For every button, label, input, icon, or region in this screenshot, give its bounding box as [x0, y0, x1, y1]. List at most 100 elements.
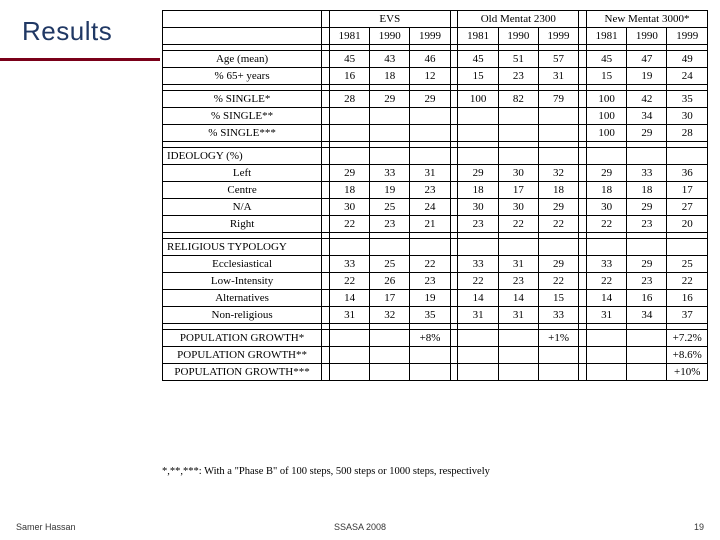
cell: 23 [410, 182, 450, 199]
row-label: Centre [163, 182, 322, 199]
cell: 35 [410, 307, 450, 324]
cell: 29 [586, 165, 626, 182]
gap [450, 216, 458, 233]
cell: 15 [458, 68, 498, 85]
cell [370, 330, 410, 347]
cell: 18 [458, 182, 498, 199]
table-row: N/A302524303029302927 [163, 199, 708, 216]
table-row: Non-religious313235313133313437 [163, 307, 708, 324]
table-row: % SINGLE**1003430 [163, 108, 708, 125]
gap [579, 330, 587, 347]
year-gap [579, 28, 587, 45]
cell: 29 [627, 199, 667, 216]
cell [538, 125, 578, 142]
cell: 49 [667, 51, 708, 68]
year-2-0: 1981 [586, 28, 626, 45]
gap [450, 364, 458, 381]
header-gap [322, 11, 330, 28]
gap [322, 182, 330, 199]
gap [322, 330, 330, 347]
gap [322, 307, 330, 324]
cell [498, 330, 538, 347]
cell: 16 [667, 290, 708, 307]
cell [538, 108, 578, 125]
cell: 15 [538, 290, 578, 307]
cell [498, 108, 538, 125]
cell: 19 [370, 182, 410, 199]
cell [329, 125, 369, 142]
header-years: 198119901999198119901999198119901999 [163, 28, 708, 45]
cell: 29 [458, 165, 498, 182]
blank [498, 239, 538, 256]
year-2-1: 1990 [627, 28, 667, 45]
table-row: % SINGLE***1002928 [163, 125, 708, 142]
cell: 31 [498, 307, 538, 324]
cell: 22 [329, 216, 369, 233]
cell: 30 [329, 199, 369, 216]
cell: 29 [410, 91, 450, 108]
table-body: EVSOld Mentat 2300New Mentat 3000*198119… [163, 11, 708, 381]
row-label: Alternatives [163, 290, 322, 307]
cell: 19 [410, 290, 450, 307]
cell: 36 [667, 165, 708, 182]
cell: 30 [667, 108, 708, 125]
blank [538, 239, 578, 256]
gap [322, 108, 330, 125]
cell: 33 [458, 256, 498, 273]
cell: 14 [586, 290, 626, 307]
gap [579, 273, 587, 290]
cell: 18 [627, 182, 667, 199]
cell: 22 [586, 216, 626, 233]
cell [410, 347, 450, 364]
row-label: % 65+ years [163, 68, 322, 85]
cell: 30 [498, 165, 538, 182]
cell: 82 [498, 91, 538, 108]
gap [579, 148, 587, 165]
cell: 29 [538, 199, 578, 216]
cell: 25 [370, 199, 410, 216]
gap [322, 165, 330, 182]
header-blank [163, 28, 322, 45]
cell: 18 [586, 182, 626, 199]
cell: 22 [538, 273, 578, 290]
cell: 22 [538, 216, 578, 233]
table-row: POPULATION GROWTH*+8%+1%+7.2% [163, 330, 708, 347]
row-label: % SINGLE* [163, 91, 322, 108]
year-0-0: 1981 [329, 28, 369, 45]
cell: 23 [458, 216, 498, 233]
gap [450, 91, 458, 108]
group-1: Old Mentat 2300 [458, 11, 579, 28]
title-underline [0, 58, 160, 61]
cell: 34 [627, 108, 667, 125]
gap [322, 216, 330, 233]
gap [579, 91, 587, 108]
cell: 100 [586, 125, 626, 142]
cell [370, 125, 410, 142]
gap [322, 290, 330, 307]
cell: 30 [586, 199, 626, 216]
section-2-header: IDEOLOGY (%) [163, 148, 322, 165]
cell [410, 125, 450, 142]
cell: 30 [498, 199, 538, 216]
gap [450, 51, 458, 68]
year-0-1: 1990 [370, 28, 410, 45]
cell: 29 [329, 165, 369, 182]
cell: 18 [538, 182, 578, 199]
cell: 21 [410, 216, 450, 233]
row-label: Ecclesiastical [163, 256, 322, 273]
gap [450, 330, 458, 347]
gap [579, 68, 587, 85]
cell: 32 [370, 307, 410, 324]
cell: 15 [586, 68, 626, 85]
gap [322, 125, 330, 142]
cell: 28 [329, 91, 369, 108]
cell: 19 [627, 68, 667, 85]
results-table-wrap: EVSOld Mentat 2300New Mentat 3000*198119… [162, 10, 708, 381]
cell: 12 [410, 68, 450, 85]
blank [627, 239, 667, 256]
header-gap [322, 28, 330, 45]
blank [458, 239, 498, 256]
row-label: % SINGLE** [163, 108, 322, 125]
table-row: Centre181923181718181817 [163, 182, 708, 199]
cell: 25 [370, 256, 410, 273]
